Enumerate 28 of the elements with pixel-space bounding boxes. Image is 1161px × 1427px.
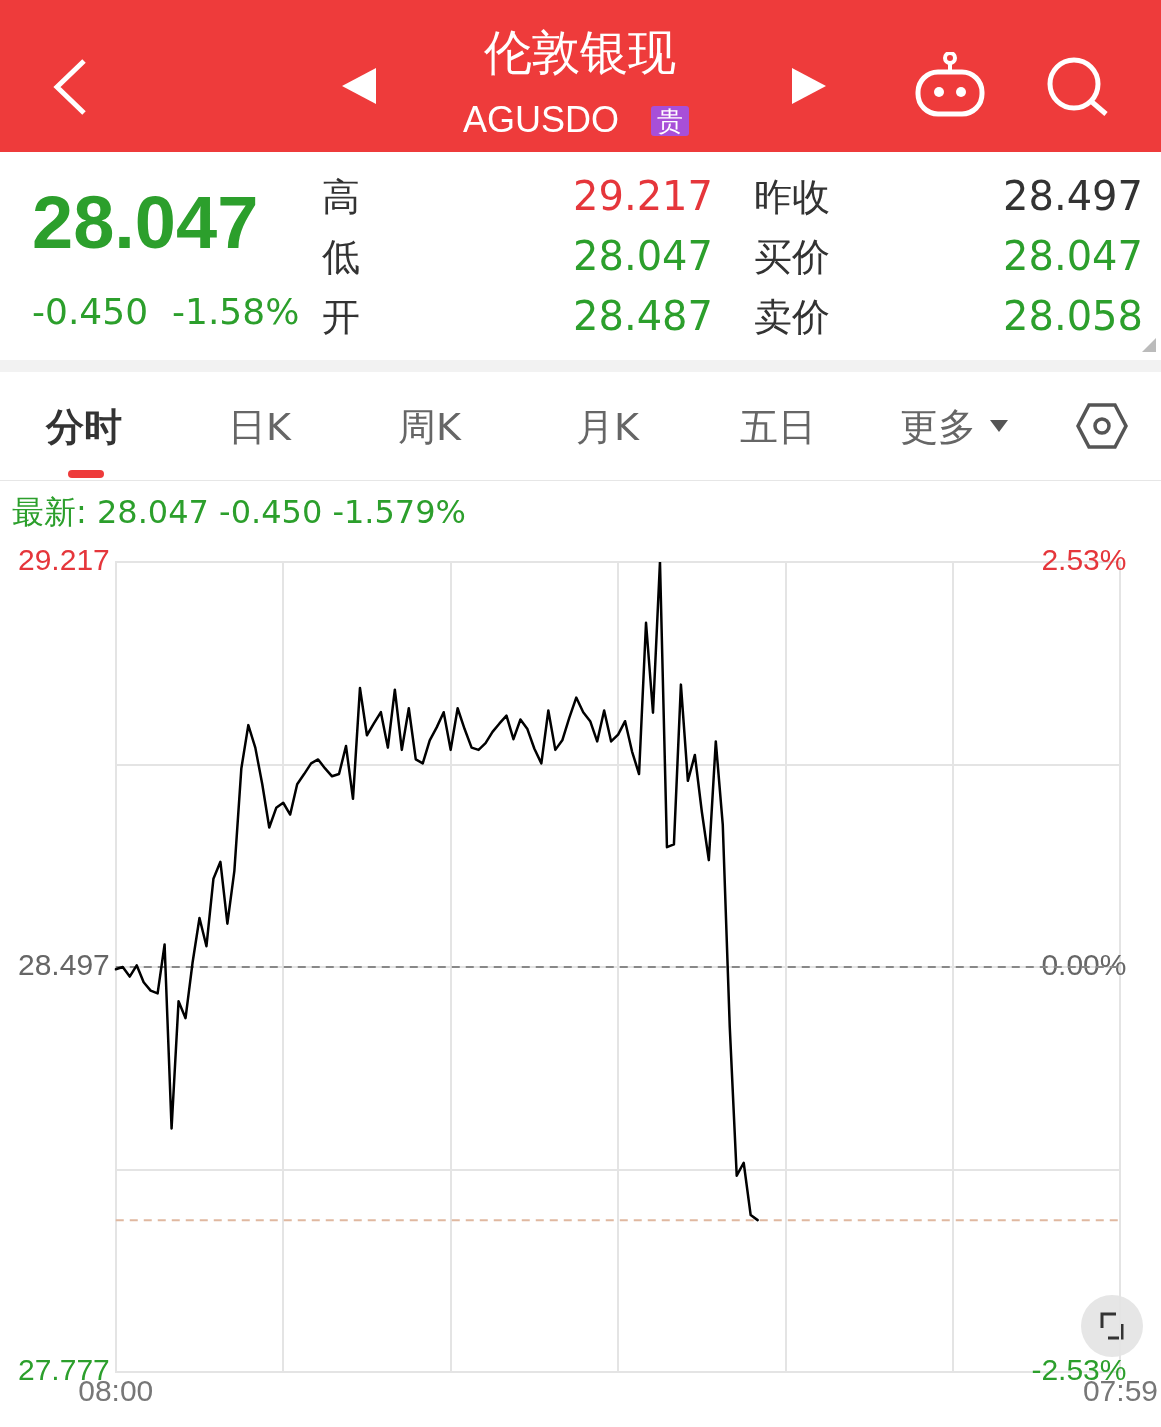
y2-tick-label: 2.53% (1041, 543, 1127, 577)
text: -1.58% (172, 291, 300, 332)
text: 28.047 (32, 181, 259, 264)
text: 日K (228, 405, 291, 449)
y-tick-label: 29.217 (17, 543, 110, 577)
text: 分时 (46, 405, 122, 449)
text: 月K (576, 405, 639, 449)
text: 29.217 (573, 173, 713, 219)
text: 28.047 (573, 233, 713, 279)
text: 开 (322, 295, 360, 339)
chart-title: 伦敦银现 (484, 24, 676, 80)
text: -0.450 (32, 291, 149, 332)
text: 卖价 (754, 295, 830, 339)
text: 28.058 (1003, 293, 1143, 339)
text: 28.047 (1003, 233, 1143, 279)
text: 五日 (740, 405, 816, 449)
text: 高 (322, 175, 360, 219)
text: 更多 (900, 405, 976, 449)
text: 最新: 28.047 -0.450 -1.579% (12, 493, 466, 531)
text: 28.487 (573, 293, 713, 339)
y-tick-label: 28.497 (17, 948, 110, 982)
text: 买价 (754, 235, 830, 279)
text: 贵 (651, 106, 689, 136)
text: 昨收 (754, 175, 830, 219)
text: 低 (322, 235, 360, 279)
chart-subtitle: AGUSDO (463, 99, 620, 140)
text: 28.497 (1003, 173, 1143, 219)
text: 周K (398, 405, 461, 449)
